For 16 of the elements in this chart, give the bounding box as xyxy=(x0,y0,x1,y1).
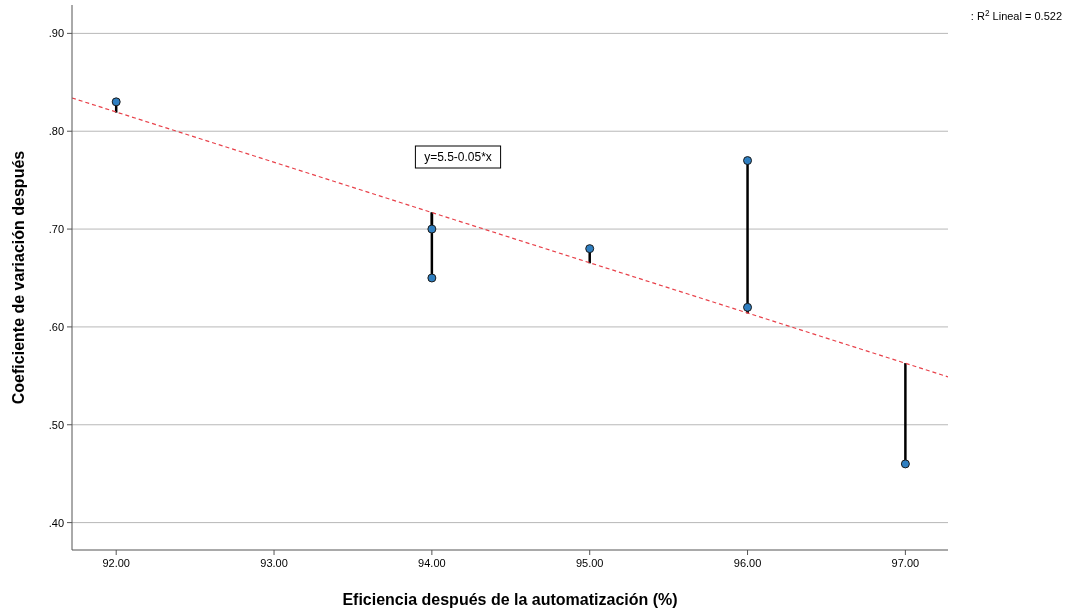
y-axis-title: Coeficiente de variación después xyxy=(10,150,27,405)
x-tick-label: 94.00 xyxy=(418,557,446,569)
x-tick-label: 97.00 xyxy=(891,557,920,569)
y-tick-label: .40 xyxy=(48,516,64,529)
x-tick-label: 96.00 xyxy=(733,557,762,569)
y-tick-label: .70 xyxy=(48,223,64,236)
y-tick-label: .80 xyxy=(48,125,64,138)
annotation: y=5.5-0.05*x xyxy=(424,150,492,164)
text: : R$^{2}$ Lineal = 0.522 xyxy=(970,8,1062,22)
x-axis-title: Eficiencia después de la automatización (%) xyxy=(342,591,678,608)
x-tick-label: 92.00 xyxy=(102,557,130,569)
y-tick-label: .50 xyxy=(48,418,64,431)
x-tick-label: 93.00 xyxy=(260,557,288,569)
y-tick-label: .90 xyxy=(48,27,64,40)
y-tick-label: .60 xyxy=(48,320,64,333)
x-tick-label: 95.00 xyxy=(575,557,604,569)
